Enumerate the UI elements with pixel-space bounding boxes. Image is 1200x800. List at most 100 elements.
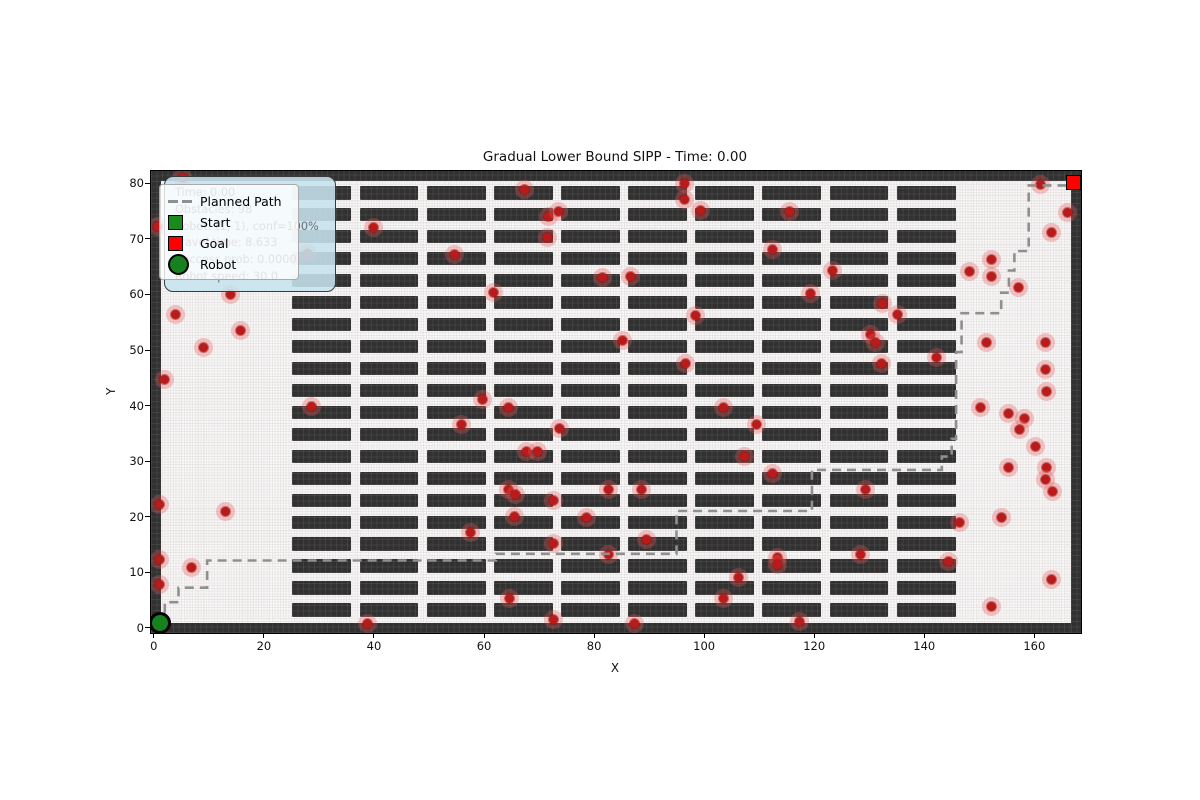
obstacle-dot	[483, 283, 503, 303]
obstacle-bar	[695, 361, 755, 376]
obstacle-bar	[561, 405, 620, 420]
obstacle-bar	[359, 230, 419, 244]
obstacle-dot	[543, 491, 563, 510]
obstacle-bar	[493, 493, 553, 507]
obstacle-bar	[829, 537, 889, 551]
obstacle-bar	[896, 318, 956, 332]
legend-label: Goal	[200, 236, 229, 251]
obstacle-bar	[628, 449, 687, 463]
obstacle-bar	[426, 208, 486, 222]
obstacle-bar	[628, 581, 687, 595]
obstacle-dot	[1025, 436, 1045, 456]
obstacle-dot	[729, 567, 749, 587]
x-tick-label: 160	[1023, 639, 1046, 653]
obstacle-bar	[561, 252, 620, 266]
obstacle-dot	[302, 397, 322, 417]
obstacle-dot	[538, 228, 558, 248]
obstacle-dot	[357, 613, 377, 633]
obstacle-bar	[829, 230, 889, 244]
obstacle-dot	[674, 190, 694, 210]
obstacle-bar	[762, 449, 822, 463]
y-tick-label: 60	[129, 287, 144, 302]
obstacle-bar	[493, 230, 553, 244]
plot-title: Gradual Lower Bound SIPP - Time: 0.00	[482, 149, 748, 165]
obstacle-dot	[445, 244, 465, 264]
obstacle-bar	[896, 405, 956, 420]
obstacle-dot	[938, 551, 958, 571]
obstacle-bar	[292, 449, 352, 463]
obstacle-dot	[949, 513, 969, 533]
legend: Planned Path Start Goal Robot	[159, 184, 299, 280]
y-tick-mark	[145, 460, 150, 462]
obstacle-bar	[829, 449, 889, 463]
obstacle-bar	[896, 537, 956, 551]
obstacle-dot	[1036, 333, 1056, 353]
obstacle-bar	[896, 493, 956, 507]
obstacle-bar	[628, 493, 687, 507]
obstacle-bar	[561, 559, 620, 573]
obstacle-dot	[960, 261, 980, 281]
obstacle-dot	[977, 333, 997, 353]
robot-circle-icon	[168, 254, 194, 275]
x-tick-label: 60	[476, 639, 492, 653]
obstacle-bar	[695, 383, 755, 398]
obstacle-bar	[561, 581, 620, 595]
obstacle-bar	[493, 559, 553, 573]
obstacle-bar	[695, 427, 755, 441]
obstacle-dot	[823, 261, 843, 280]
obstacle-dot	[1042, 569, 1062, 589]
obstacle-bar	[829, 603, 889, 617]
obstacle-bar	[426, 383, 486, 398]
obstacle-bar	[426, 559, 486, 573]
obstacle-dot	[1058, 202, 1078, 222]
obstacle-bar	[762, 296, 822, 310]
obstacle-dot	[992, 508, 1012, 528]
obstacle-bar	[695, 186, 755, 200]
obstacle-bar	[896, 427, 956, 441]
obstacle-dot	[767, 547, 787, 567]
obstacle-bar	[628, 318, 687, 332]
y-axis-label: Y	[104, 387, 118, 395]
obstacle-bar	[292, 603, 352, 617]
obstacle-bar	[561, 449, 620, 463]
obstacle-bar	[359, 208, 419, 222]
obstacle-bar	[695, 515, 755, 529]
obstacle-bar	[359, 603, 419, 617]
wall-left	[151, 171, 161, 633]
obstacle-bar	[426, 274, 486, 288]
obstacle-bar	[359, 252, 419, 266]
legend-item-goal: Goal	[168, 233, 290, 254]
legend-label: Planned Path	[200, 194, 282, 209]
obstacle-bar	[762, 493, 822, 507]
obstacle-bar	[493, 603, 553, 617]
obstacle-bar	[829, 471, 889, 485]
goal-marker	[1066, 175, 1081, 191]
obstacle-bar	[561, 537, 620, 551]
y-tick-label: 40	[129, 398, 144, 413]
obstacle-dot	[1042, 223, 1062, 243]
obstacle-bar	[359, 493, 419, 507]
obstacle-dot	[767, 554, 787, 574]
x-tick-mark	[593, 633, 595, 638]
obstacle-dot	[538, 206, 558, 226]
obstacle-bar	[829, 318, 889, 332]
obstacle-bar	[359, 449, 419, 463]
obstacle-dot	[927, 348, 947, 368]
obstacle-dot	[735, 447, 755, 467]
obstacle-bar	[829, 383, 889, 398]
obstacle-dot	[155, 370, 175, 390]
obstacle-dot	[801, 283, 821, 303]
legend-label: Robot	[200, 257, 237, 272]
obstacle-bar	[561, 361, 620, 376]
obstacle-bar	[695, 493, 755, 507]
obstacle-bar	[628, 296, 687, 310]
obstacle-bar	[829, 493, 889, 507]
obstacle-dot	[1035, 469, 1055, 489]
obstacle-bar	[695, 405, 755, 420]
obstacle-dot	[194, 337, 214, 357]
obstacle-bar	[561, 186, 620, 200]
obstacle-bar	[493, 471, 553, 485]
obstacle-bar	[359, 361, 419, 376]
obstacle-bar	[695, 296, 755, 310]
